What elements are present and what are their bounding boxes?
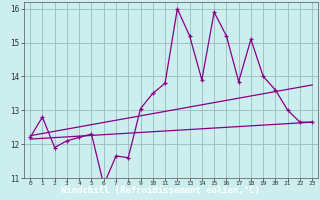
Text: Windchill (Refroidissement éolien,°C): Windchill (Refroidissement éolien,°C): [60, 186, 260, 196]
